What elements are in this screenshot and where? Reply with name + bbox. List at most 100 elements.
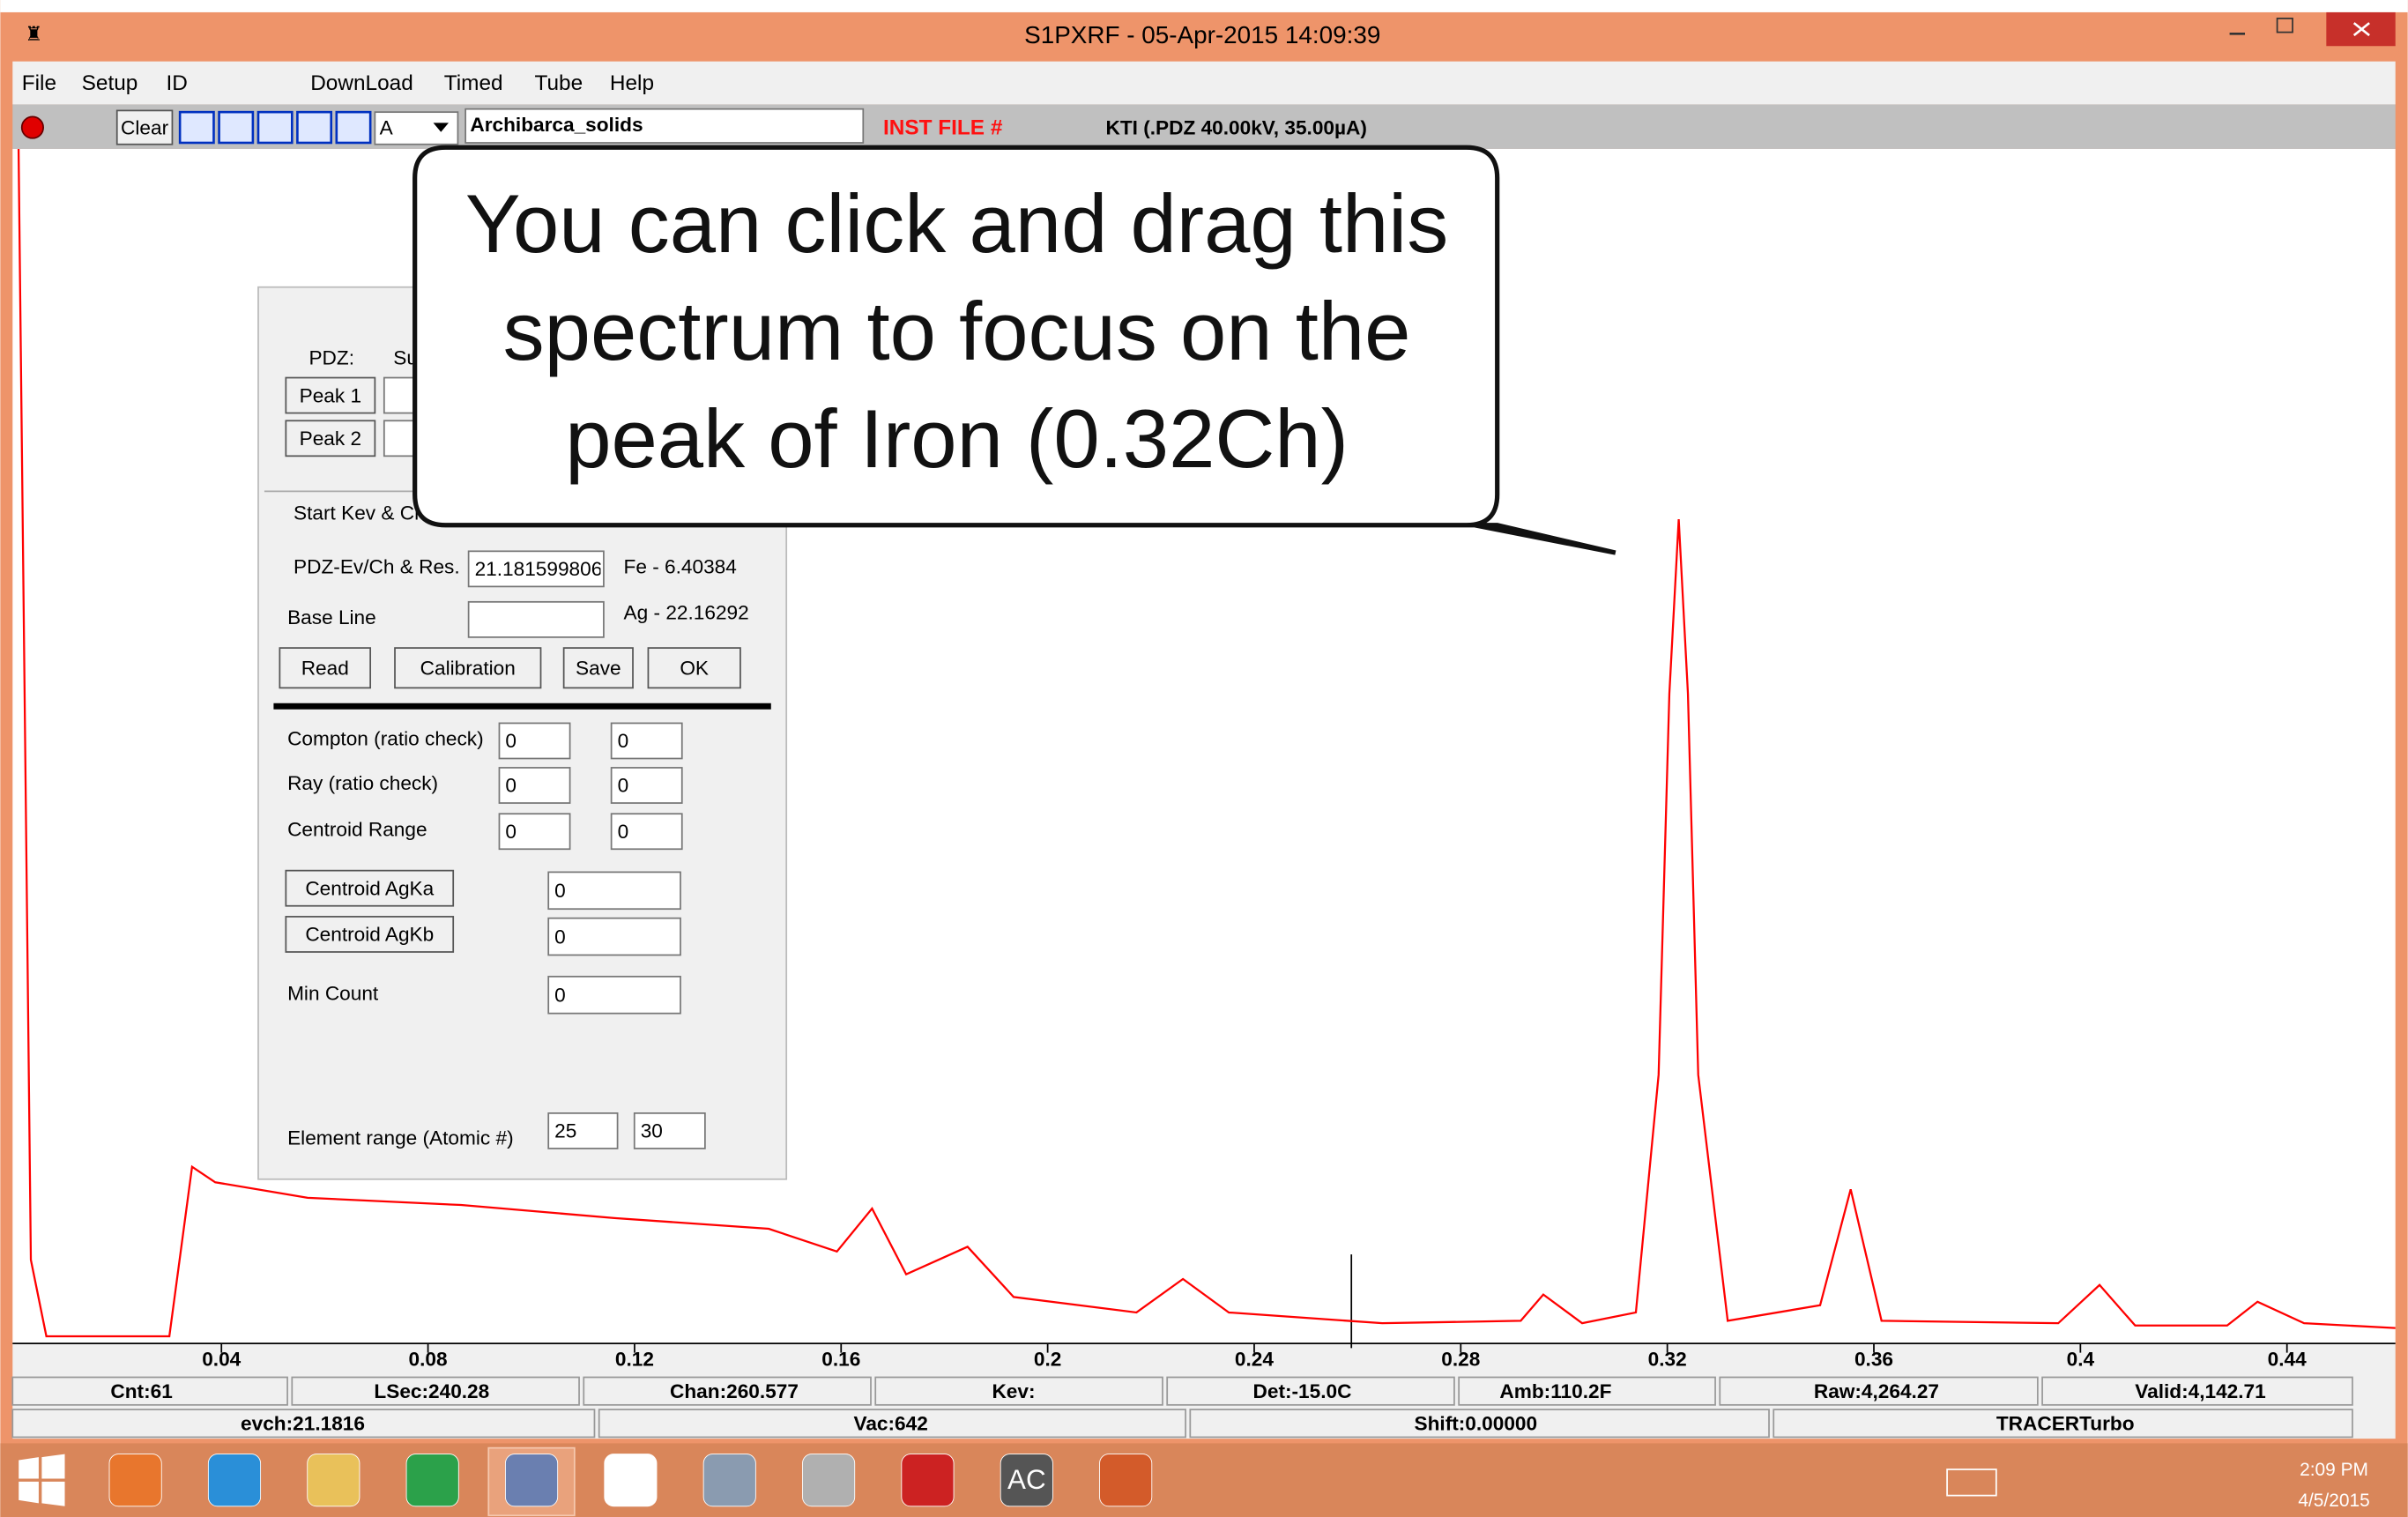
task-icon[interactable] xyxy=(505,1454,557,1506)
page: ♜ S1PXRF - 05-Apr-2015 14:09:39 0.040.08… xyxy=(0,0,2408,1517)
nav-button[interactable] xyxy=(297,112,331,143)
base-line-input-box[interactable] xyxy=(469,602,604,637)
agkb-button-label: Centroid AgKb xyxy=(305,924,434,946)
peak1-button-label: Peak 1 xyxy=(300,384,361,406)
task-icon[interactable] xyxy=(208,1454,260,1506)
x-tick-label: 0.12 xyxy=(615,1348,654,1370)
row-input-b-value: 0 xyxy=(618,775,629,797)
fe-value: Fe - 6.40384 xyxy=(624,555,737,577)
task-icon[interactable] xyxy=(109,1454,161,1506)
x-tick-label: 0.04 xyxy=(202,1348,241,1370)
inst-file: INST FILE # xyxy=(883,116,1003,140)
base-line-label: Base Line xyxy=(287,606,376,628)
min-count-input[interactable]: 0 xyxy=(554,984,566,1006)
status-text: Det:-15.0C xyxy=(1253,1380,1352,1402)
clear-button-label: Clear xyxy=(121,116,169,138)
nav-button[interactable] xyxy=(219,112,253,143)
agka-button-label: Centroid AgKa xyxy=(305,877,434,899)
agka-input-value: 0 xyxy=(554,880,566,902)
pdz-label: PDZ: xyxy=(308,347,354,369)
nav-button[interactable] xyxy=(337,112,370,143)
row-input-a[interactable]: 0 xyxy=(505,821,517,843)
status-text: evch:21.1816 xyxy=(241,1412,365,1434)
row-input-a[interactable]: 0 xyxy=(505,730,517,752)
status-text: Valid:4,142.71 xyxy=(2135,1380,2265,1402)
x-tick-label: 0.24 xyxy=(1235,1348,1274,1370)
menu-item[interactable]: File xyxy=(22,71,56,95)
row-input-b[interactable]: 0 xyxy=(618,775,629,797)
taskbar xyxy=(0,1443,2407,1517)
task-icon[interactable] xyxy=(605,1454,657,1506)
screen: ♜ S1PXRF - 05-Apr-2015 14:09:39 0.040.08… xyxy=(0,0,2408,1517)
dialog-button-label: Save xyxy=(576,657,621,679)
task-icon[interactable] xyxy=(703,1454,755,1506)
nav-button[interactable] xyxy=(180,112,213,143)
row-label: Compton (ratio check) xyxy=(287,728,484,750)
callout-line: spectrum to focus on the xyxy=(503,285,1411,377)
row-input-b-value: 0 xyxy=(618,730,629,752)
element-to-input-value: 30 xyxy=(641,1120,663,1142)
task-icon[interactable] xyxy=(802,1454,854,1506)
element-to-input[interactable]: 30 xyxy=(641,1120,663,1142)
ac-icon-label: AC xyxy=(1007,1464,1046,1495)
min-count-input-value: 0 xyxy=(554,984,566,1006)
menu-item[interactable]: Setup xyxy=(82,71,138,95)
start-kev-label: Start Kev & Ch xyxy=(294,502,426,524)
x-tick-label: 0.08 xyxy=(409,1348,448,1370)
x-tick-label: 0.28 xyxy=(1441,1348,1480,1370)
row-input-a[interactable]: 0 xyxy=(505,775,517,797)
status-text: Raw:4,264.27 xyxy=(1814,1380,1939,1402)
status-text: Shift:0.00000 xyxy=(1415,1412,1538,1434)
file-name: Archibarca_solids xyxy=(470,114,643,136)
row-label: Centroid Range xyxy=(287,818,427,840)
dialog-button-label: Calibration xyxy=(420,657,516,679)
callout-line: You can click and drag this xyxy=(465,177,1448,270)
row-input-a-value: 0 xyxy=(505,730,517,752)
window-title: S1PXRF - 05-Apr-2015 14:09:39 xyxy=(1024,21,1380,48)
menu-item[interactable]: DownLoad xyxy=(310,71,413,95)
element-from-input[interactable]: 25 xyxy=(554,1120,576,1142)
menu-item[interactable]: ID xyxy=(166,71,187,95)
row-input-b[interactable]: 0 xyxy=(618,730,629,752)
row-input-a-value: 0 xyxy=(505,821,517,843)
row-input-b-value: 0 xyxy=(618,821,629,843)
agkb-input[interactable]: 0 xyxy=(554,926,566,948)
agkb-input-box[interactable] xyxy=(548,918,680,956)
row-label: Ray (ratio check) xyxy=(287,772,438,794)
x-tick-label: 0.2 xyxy=(1034,1348,1061,1370)
status-text: Kev: xyxy=(992,1380,1035,1402)
task-icon[interactable] xyxy=(308,1454,360,1506)
agka-input-box[interactable] xyxy=(548,872,680,909)
row-input-b[interactable]: 0 xyxy=(618,821,629,843)
task-icon[interactable] xyxy=(902,1454,954,1506)
min-count-input-box[interactable] xyxy=(548,977,680,1014)
status-text: Cnt:61 xyxy=(110,1380,172,1402)
menu-item[interactable]: Timed xyxy=(444,71,503,95)
status-text: Vac:642 xyxy=(854,1412,928,1434)
agkb-input-value: 0 xyxy=(554,926,566,948)
clock-date: 4/5/2015 xyxy=(2298,1491,2369,1511)
ev-ch-input[interactable]: 21.181599806 xyxy=(475,558,603,580)
status-text: Chan:260.577 xyxy=(670,1380,799,1402)
ev-ch-input-value: 21.181599806 xyxy=(475,558,603,580)
nav-button[interactable] xyxy=(258,112,292,143)
dialog-button-label: Read xyxy=(301,657,349,679)
clock-time: 2:09 PM xyxy=(2300,1460,2368,1480)
min-count-label: Min Count xyxy=(287,983,379,1005)
kti-info: KTI (.PDZ 40.00kV, 35.00µA) xyxy=(1106,116,1367,138)
top-edge xyxy=(0,0,2407,12)
menu-item[interactable]: Tube xyxy=(535,71,583,95)
row-input-a-value: 0 xyxy=(505,775,517,797)
agka-input[interactable]: 0 xyxy=(554,880,566,902)
status-text: TRACERTurbo xyxy=(1996,1412,2135,1434)
record-indicator xyxy=(22,116,43,138)
x-tick-label: 0.4 xyxy=(2067,1348,2095,1370)
peak2-button-label: Peak 2 xyxy=(300,428,361,450)
task-icon[interactable] xyxy=(1100,1454,1152,1506)
element-from-input-value: 25 xyxy=(554,1120,576,1142)
menu-item[interactable]: Help xyxy=(610,71,654,95)
selector-value: A xyxy=(380,116,394,138)
callout: You can click and drag this spectrum to f… xyxy=(415,147,1616,553)
task-icon[interactable] xyxy=(406,1454,458,1506)
ev-ch-label: PDZ-Ev/Ch & Res. xyxy=(294,555,460,577)
